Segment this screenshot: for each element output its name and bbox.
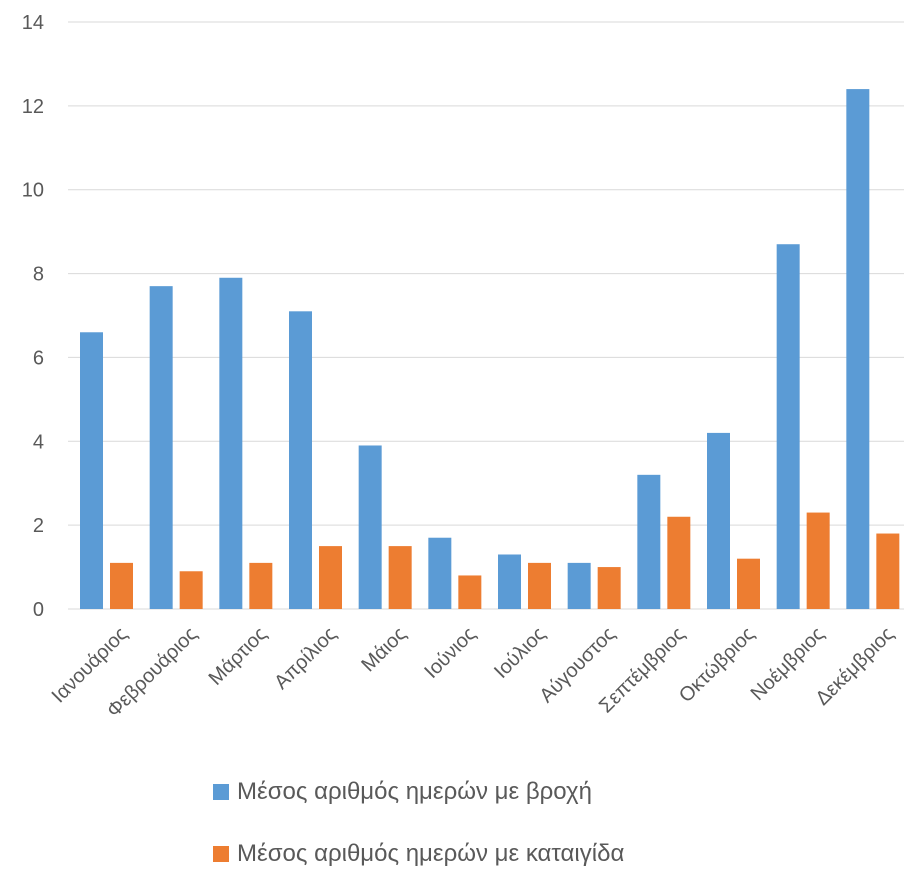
y-tick-label: 6 [33,347,44,369]
bar-storm [110,562,133,609]
legend-item-storm: Μέσος αριθμός ημερών με καταιγίδα [213,840,624,868]
bar-storm [528,562,551,609]
bar-storm [249,562,273,609]
x-category-label: Ιούνιος [420,623,480,683]
bar-rain [776,244,800,609]
legend-label-storm: Μέσος αριθμός ημερών με καταιγίδα [237,840,625,867]
x-category-label: Οκτώβριος [675,623,759,707]
y-axis-tick-labels: 0 2 4 6 8 10 12 14 [22,12,44,621]
x-category-label: Απρίλιος [270,623,341,694]
x-category-label: Ιούλιος [490,623,550,683]
legend-label-rain: Μέσος αριθμός ημερών με βροχή [237,778,592,805]
y-tick-label: 0 [33,599,44,621]
bars [80,89,900,610]
bar-storm [876,533,900,609]
bar-storm [597,567,621,609]
bar-storm [458,575,482,609]
bar-rain [637,474,661,609]
bar-storm [179,571,203,609]
y-tick-label: 10 [22,180,44,202]
x-category-label: Μάιος [357,623,411,677]
bar-storm [806,512,830,609]
y-tick-label: 8 [33,264,44,286]
bar-rain [289,311,312,609]
bar-rain [846,89,870,610]
bar-storm [737,558,760,609]
bar-storm [319,546,342,609]
bar-rain [149,286,173,609]
bar-rain [498,554,521,609]
bar-rain [219,277,243,609]
bar-rain [358,445,382,609]
bar-storm [388,546,412,609]
y-tick-label: 14 [22,12,44,34]
legend-swatch-storm [213,846,229,862]
y-tick-label: 2 [33,515,44,537]
y-tick-label: 4 [33,431,44,453]
y-tick-label: 12 [22,96,44,118]
legend-item-rain: Μέσος αριθμός ημερών με βροχή [213,778,592,806]
bar-rain [428,537,452,609]
gridlines [68,21,904,610]
x-category-label: Μάρτιος [205,623,272,690]
bar-rain [567,562,591,609]
bar-rain [707,432,730,609]
bar-rain [80,332,103,609]
legend-swatch-rain [213,784,229,800]
bar-storm [667,516,691,609]
